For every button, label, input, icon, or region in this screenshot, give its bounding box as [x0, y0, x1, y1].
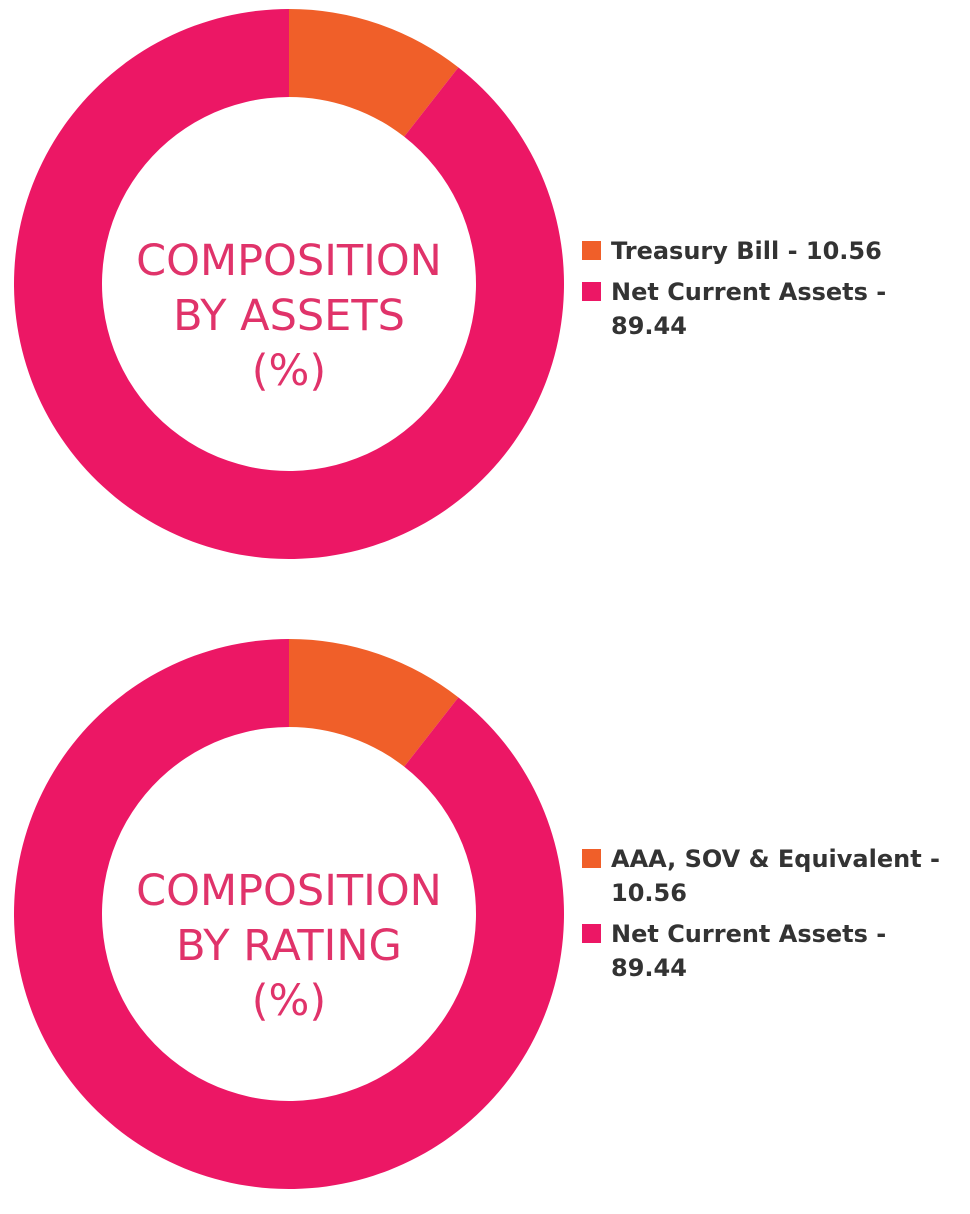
assets-center-line-1: COMPOSITION — [136, 236, 442, 286]
legend-label-treasury-bill: Treasury Bill - 10.56 — [611, 237, 882, 265]
assets-donut-slices — [13, 9, 565, 559]
rating-center-line-2: BY RATING — [176, 921, 402, 971]
donut-slice-1-0 — [289, 639, 459, 767]
legend-label-net-current-assets-rating: Net Current Assets - 89.44 — [611, 920, 887, 982]
donut-slice-0-1 — [13, 9, 565, 559]
assets-legend: Treasury Bill - 10.56 Net Current Assets… — [582, 234, 962, 350]
assets-center-line-2: BY ASSETS — [173, 291, 405, 341]
legend-swatch-net-current-assets — [582, 282, 601, 301]
assets-center-line-3: (%) — [251, 346, 327, 396]
legend-item-net-current-assets-rating: Net Current Assets - 89.44 — [582, 917, 962, 985]
rating-donut-chart — [13, 639, 565, 1189]
rating-legend: AAA, SOV & Equivalent - 10.56 Net Curren… — [582, 842, 962, 992]
rating-chart-panel: COMPOSITION BY RATING (%) AAA, SOV & Equ… — [0, 638, 970, 1198]
legend-swatch-treasury-bill — [582, 241, 601, 260]
legend-item-treasury-bill: Treasury Bill - 10.56 — [582, 234, 962, 268]
assets-chart-panel: COMPOSITION BY ASSETS (%) Treasury Bill … — [0, 8, 970, 568]
legend-item-net-current-assets: Net Current Assets - 89.44 — [582, 275, 962, 343]
rating-center-line-3: (%) — [251, 976, 327, 1026]
legend-item-aaa-sov-equivalent: AAA, SOV & Equivalent - 10.56 — [582, 842, 962, 910]
rating-center-line-1: COMPOSITION — [136, 866, 442, 916]
assets-center-label: COMPOSITION BY ASSETS (%) — [113, 234, 465, 399]
legend-label-aaa-sov-equivalent: AAA, SOV & Equivalent - 10.56 — [611, 845, 941, 907]
legend-swatch-aaa-sov-equivalent — [582, 849, 601, 868]
assets-donut-chart — [13, 9, 565, 559]
rating-donut-slices — [13, 639, 565, 1189]
donut-slice-0-0 — [289, 9, 459, 137]
legend-label-net-current-assets: Net Current Assets - 89.44 — [611, 278, 887, 340]
donut-slice-1-1 — [13, 639, 565, 1189]
legend-swatch-net-current-assets-rating — [582, 924, 601, 943]
rating-center-label: COMPOSITION BY RATING (%) — [113, 864, 465, 1029]
